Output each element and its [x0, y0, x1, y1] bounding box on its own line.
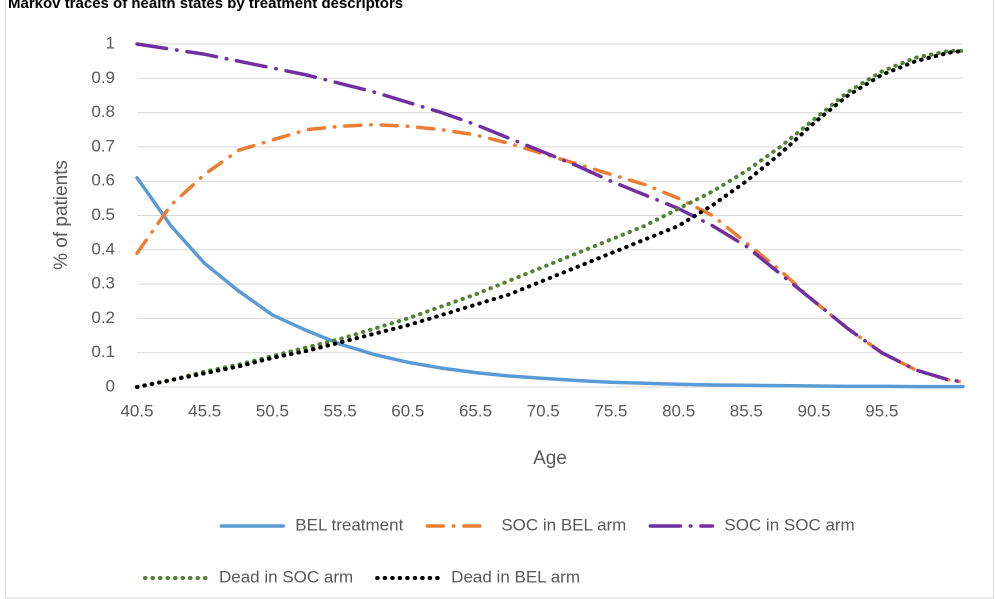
y-tick-label: 0.6 — [91, 171, 115, 190]
x-tick-label: 80.5 — [662, 401, 695, 420]
series-line — [135, 48, 965, 389]
x-tick-label: 40.5 — [120, 401, 153, 420]
legend-label: BEL treatment — [295, 515, 403, 534]
x-tick-label: 65.5 — [459, 401, 492, 420]
chart-border — [5, 0, 994, 599]
legend-label: SOC in SOC arm — [724, 515, 854, 534]
y-axis-label: % of patients — [51, 160, 72, 270]
x-tick-label: 45.5 — [188, 401, 221, 420]
chart-title: Markov traces of health states by treatm… — [8, 0, 403, 12]
y-tick-label: 0.1 — [91, 342, 115, 361]
x-tick-label: 90.5 — [798, 401, 831, 420]
legend-label: Dead in BEL arm — [451, 567, 580, 586]
series-line — [135, 42, 965, 384]
y-tick-label: 0 — [106, 376, 115, 395]
y-tick-label: 0.8 — [91, 102, 115, 121]
x-tick-label: 70.5 — [527, 401, 560, 420]
y-tick-label: 0.4 — [91, 239, 115, 258]
legend-label: SOC in BEL arm — [501, 515, 626, 534]
series-line — [135, 48, 965, 389]
x-tick-label: 60.5 — [391, 401, 424, 420]
x-tick-label: 75.5 — [594, 401, 627, 420]
x-tick-label: 50.5 — [256, 401, 289, 420]
y-tick-label: 1 — [106, 33, 115, 52]
series-line — [135, 176, 965, 389]
y-tick-label: 0.5 — [91, 205, 115, 224]
y-tick-label: 0.2 — [91, 308, 115, 327]
x-tick-label: 95.5 — [865, 401, 898, 420]
y-tick-label: 0.9 — [91, 68, 115, 87]
y-tick-label: 0.3 — [91, 274, 115, 293]
x-axis-label: Age — [533, 448, 567, 469]
x-tick-label: 55.5 — [324, 401, 357, 420]
y-tick-label: 0.7 — [91, 136, 115, 155]
legend-label: Dead in SOC arm — [219, 567, 353, 586]
x-tick-label: 85.5 — [730, 401, 763, 420]
